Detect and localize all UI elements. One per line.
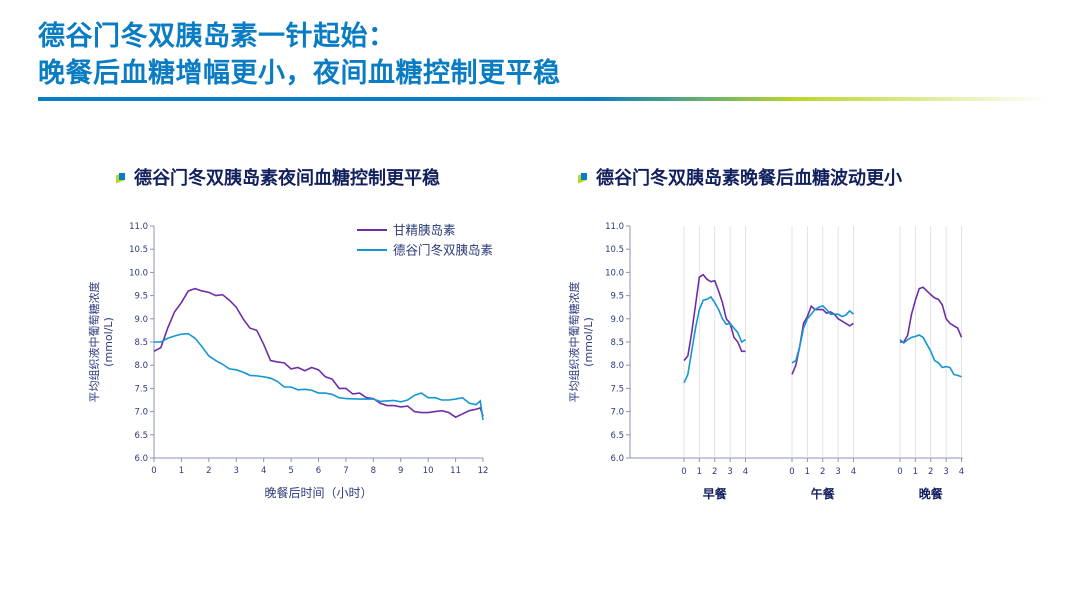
meal-label: 晚餐 <box>919 486 944 501</box>
y-tick-label: 11.0 <box>129 222 148 232</box>
y-tick-label: 8.5 <box>610 338 624 348</box>
x-tick-label: 0 <box>897 467 902 477</box>
x-tick-label: 4 <box>959 467 964 477</box>
x-axis-label: 晚餐后时间（小时） <box>264 485 372 500</box>
meal-label: 午餐 <box>811 486 836 501</box>
x-tick-label: 4 <box>743 467 748 477</box>
y-tick-label: 9.0 <box>134 315 148 325</box>
title-line-2: 晚餐后血糖增幅更小，夜间血糖控制更平稳 <box>38 58 561 89</box>
x-tick-label: 1 <box>805 467 810 477</box>
x-tick-label: 10 <box>423 466 434 476</box>
meal-series-line-degludec-aspart <box>791 304 855 364</box>
x-tick-label: 3 <box>234 466 239 476</box>
x-tick-label: 5 <box>288 466 293 476</box>
x-tick-label: 8 <box>371 466 376 476</box>
bullet-icon <box>116 172 126 182</box>
x-tick-label: 12 <box>478 466 489 476</box>
x-tick-label: 2 <box>928 467 933 477</box>
x-tick-label: 0 <box>789 467 794 477</box>
x-tick-label: 2 <box>820 467 825 477</box>
series-line-degludec-aspart <box>154 332 484 421</box>
meal-series-line-glargine <box>683 273 746 362</box>
left-chart-heading: 德谷门冬双胰岛素夜间血糖控制更平稳 <box>116 164 440 190</box>
x-tick-label: 9 <box>398 466 403 476</box>
y-tick-label: 9.5 <box>134 292 148 302</box>
x-tick-label: 11 <box>450 466 461 476</box>
y-tick-label: 10.5 <box>129 245 148 255</box>
y-tick-label: 9.0 <box>610 315 624 325</box>
y-tick-label: 7.0 <box>610 408 624 418</box>
title-line-1: 德谷门冬双胰岛素一针起始： <box>38 21 396 52</box>
meal-series-line-degludec-aspart <box>683 295 746 384</box>
x-tick-label: 2 <box>712 467 717 477</box>
x-tick-label: 6 <box>316 466 321 476</box>
y-tick-label: 11.0 <box>605 222 624 232</box>
y-tick-label: 9.5 <box>610 292 624 302</box>
legend-label: 德谷门冬双胰岛素 <box>393 243 493 258</box>
y-tick-label: 6.5 <box>610 431 624 441</box>
y-tick-label: 8.5 <box>134 338 148 348</box>
bullet-icon <box>578 172 588 182</box>
y-tick-label: 6.5 <box>134 431 148 441</box>
left-chart-title: 德谷门冬双胰岛素夜间血糖控制更平稳 <box>134 168 440 189</box>
x-tick-label: 3 <box>727 467 732 477</box>
y-tick-label: 6.0 <box>610 454 624 464</box>
x-tick-label: 4 <box>261 466 266 476</box>
y-tick-label: 7.5 <box>610 384 624 394</box>
x-tick-label: 2 <box>206 466 211 476</box>
x-tick-label: 3 <box>943 467 948 477</box>
meal-series-line-glargine <box>900 286 963 343</box>
x-tick-label: 7 <box>343 466 348 476</box>
y-tick-label: 10.5 <box>605 245 624 255</box>
right-chart-heading: 德谷门冬双胰岛素晚餐后血糖波动更小 <box>578 164 902 190</box>
y-tick-label: 6.0 <box>134 454 148 464</box>
x-tick-label: 1 <box>913 467 918 477</box>
y-axis-label: 平均组织液中葡萄糖浓度(mmol/L) <box>87 282 115 403</box>
x-tick-label: 3 <box>835 467 840 477</box>
right-chart-title: 德谷门冬双胰岛素晚餐后血糖波动更小 <box>596 168 902 189</box>
meal-series-line-degludec-aspart <box>899 334 962 378</box>
y-tick-label: 7.5 <box>134 384 148 394</box>
page-title: 德谷门冬双胰岛素一针起始： 晚餐后血糖增幅更小，夜间血糖控制更平稳 <box>38 18 561 92</box>
title-divider <box>38 97 1048 101</box>
meal-label: 早餐 <box>703 486 728 501</box>
x-tick-label: 4 <box>851 467 856 477</box>
y-tick-label: 7.0 <box>134 408 148 418</box>
series-line-glargine <box>153 287 484 419</box>
y-tick-label: 8.0 <box>134 361 148 371</box>
x-tick-label: 0 <box>681 467 686 477</box>
legend-label: 甘精胰岛素 <box>393 223 456 238</box>
y-axis-label: 平均组织液中葡萄糖浓度(mmol/L) <box>567 282 595 403</box>
y-tick-label: 10.0 <box>605 268 624 278</box>
y-tick-label: 8.0 <box>610 361 624 371</box>
x-tick-label: 0 <box>151 466 156 476</box>
x-tick-label: 1 <box>697 467 702 477</box>
x-tick-label: 1 <box>179 466 184 476</box>
y-tick-label: 10.0 <box>129 268 148 278</box>
